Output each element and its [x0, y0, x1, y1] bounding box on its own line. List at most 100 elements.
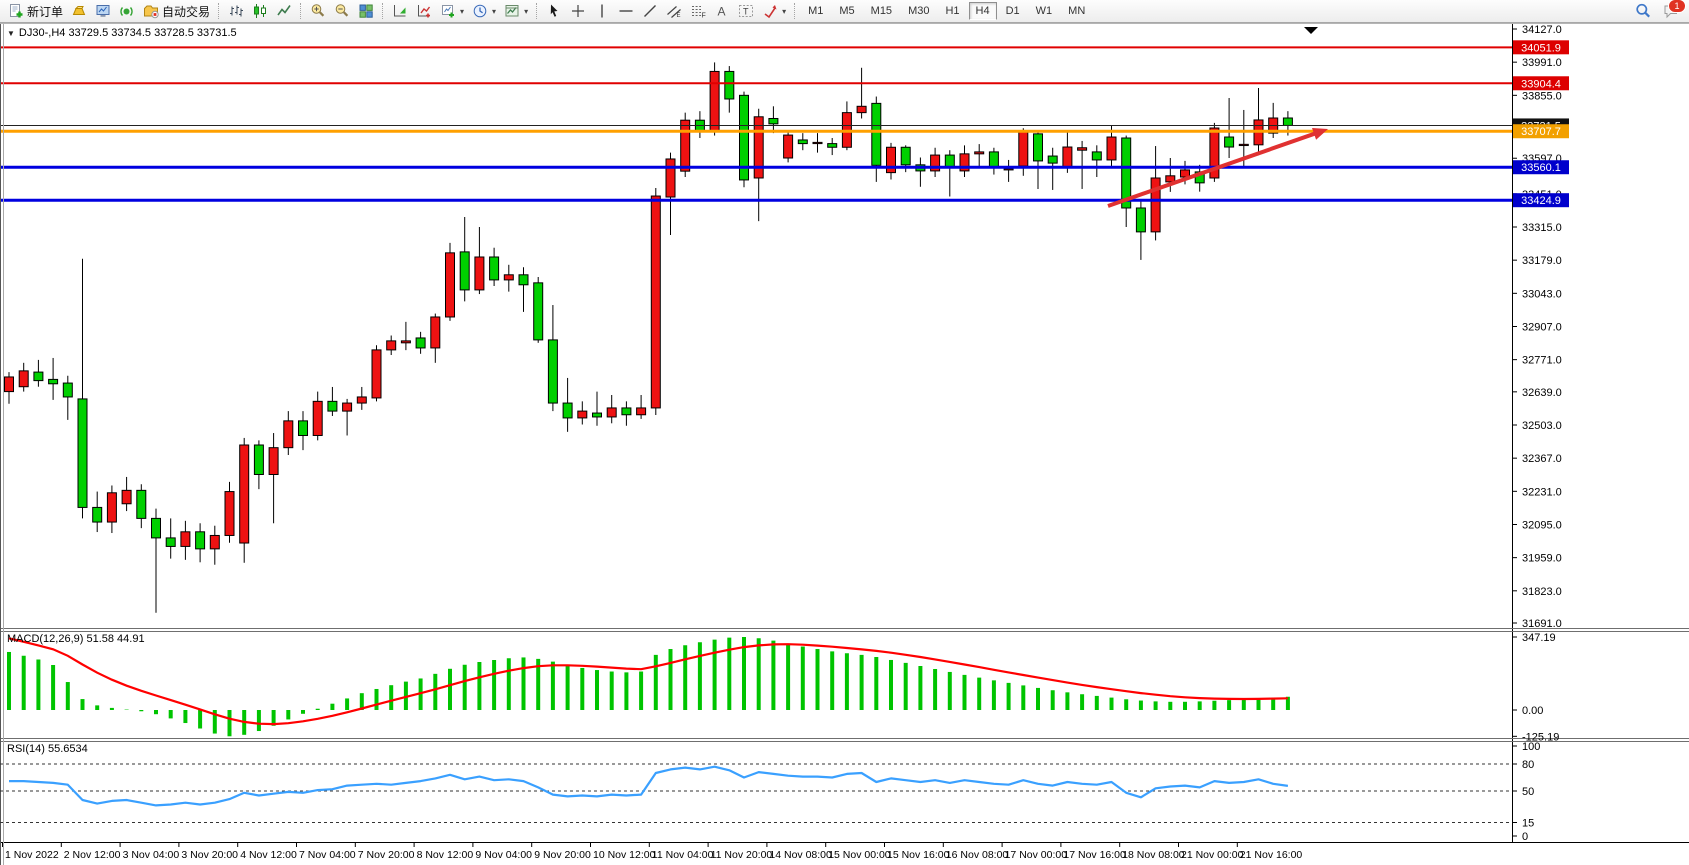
- rsi-line: [9, 765, 1289, 807]
- annotation-layer[interactable]: [1107, 128, 1328, 208]
- candle: [92, 506, 103, 523]
- time-axis-label: 21 Nov 00:00: [1181, 849, 1244, 861]
- svg-text:100: 100: [1522, 741, 1540, 753]
- timeframe-h1-button[interactable]: H1: [938, 2, 966, 20]
- new-chart-icon: [440, 3, 456, 19]
- candlestick-chart-button[interactable]: [248, 1, 272, 21]
- candlestick-chart-icon: [252, 3, 268, 19]
- text-label-button[interactable]: T: [734, 1, 758, 21]
- search-icon[interactable]: [1635, 3, 1651, 19]
- horizontal-line-icon: [618, 3, 634, 19]
- candle: [739, 94, 749, 181]
- time-axis-label: 2 Nov 12:00: [64, 849, 121, 861]
- candle: [783, 134, 794, 159]
- candle: [106, 492, 117, 523]
- zoom-out-button[interactable]: [330, 1, 354, 21]
- trend-line-button[interactable]: [638, 1, 662, 21]
- cursor-button[interactable]: [542, 1, 566, 21]
- periods-button[interactable]: ▾: [468, 1, 500, 21]
- cursor-icon: [546, 3, 562, 19]
- dropdown-caret-icon[interactable]: ▾: [524, 6, 529, 16]
- zoom-in-icon: [310, 3, 326, 19]
- candle: [445, 252, 455, 318]
- candle: [489, 256, 500, 281]
- candle: [974, 151, 985, 155]
- fibonacci-button[interactable]: F: [686, 1, 710, 21]
- market-watch-button[interactable]: [91, 1, 115, 21]
- toolbar-separator: [794, 3, 796, 19]
- macd-signal-line: [8, 637, 1288, 726]
- timeframe-w1-button[interactable]: W1: [1029, 2, 1060, 20]
- timeframe-m30-button[interactable]: M30: [901, 2, 936, 20]
- trend-line-icon: [642, 3, 658, 19]
- horizontal-line-button[interactable]: [614, 1, 638, 21]
- equidistant-channel-button[interactable]: E: [662, 1, 686, 21]
- text-button[interactable]: A: [710, 1, 734, 21]
- line-chart-button[interactable]: [272, 1, 296, 21]
- svg-text:33315.0: 33315.0: [1522, 222, 1562, 234]
- horizontal-lines-layer[interactable]: [0, 46, 1512, 202]
- arrows-button[interactable]: ▾: [758, 1, 790, 21]
- candle: [1121, 137, 1132, 209]
- timeframe-m15-button[interactable]: M15: [864, 2, 899, 20]
- candle: [1224, 136, 1235, 148]
- candle: [48, 378, 59, 385]
- svg-text:33855.0: 33855.0: [1522, 90, 1562, 102]
- candle: [621, 407, 632, 416]
- svg-text:31823.0: 31823.0: [1522, 586, 1562, 598]
- svg-text:33560.1: 33560.1: [1521, 162, 1561, 174]
- time-axis-label: 21 Nov 16:00: [1240, 849, 1303, 861]
- svg-text:-125.19: -125.19: [1522, 731, 1559, 743]
- indicators-icon: [392, 3, 408, 19]
- timeframe-mn-button[interactable]: MN: [1061, 2, 1092, 20]
- timeframe-m5-button[interactable]: M5: [832, 2, 861, 20]
- zoom-out-icon: [334, 3, 350, 19]
- time-axis-label: 10 Nov 12:00: [593, 849, 656, 861]
- svg-text:34127.0: 34127.0: [1522, 24, 1562, 36]
- chart-shift-marker[interactable]: [1304, 27, 1318, 34]
- dropdown-caret-icon[interactable]: ▾: [782, 6, 787, 16]
- timeframe-m1-button[interactable]: M1: [801, 2, 830, 20]
- candle: [1150, 177, 1161, 233]
- timeframe-d1-button[interactable]: D1: [999, 2, 1027, 20]
- candle: [459, 251, 470, 291]
- indicators-add-button[interactable]: [412, 1, 436, 21]
- candle: [1135, 207, 1146, 233]
- crosshair-button[interactable]: [566, 1, 590, 21]
- candle: [1047, 155, 1058, 164]
- candle: [62, 382, 73, 398]
- bar-chart-button[interactable]: [224, 1, 248, 21]
- dropdown-caret-icon[interactable]: ▾: [492, 6, 497, 16]
- dropdown-caret-icon[interactable]: ▾: [460, 6, 465, 16]
- tile-windows-button[interactable]: [354, 1, 378, 21]
- timeframe-h4-button[interactable]: H4: [968, 2, 997, 20]
- svg-text:0.00: 0.00: [1522, 705, 1543, 717]
- auto-trading-button[interactable]: 自动交易: [139, 1, 214, 21]
- candle: [1165, 175, 1176, 183]
- svg-text:33991.0: 33991.0: [1522, 57, 1562, 69]
- trend-arrow[interactable]: [1107, 130, 1320, 208]
- candle: [342, 402, 353, 412]
- candle: [33, 371, 44, 382]
- vertical-line-button[interactable]: [590, 1, 614, 21]
- svg-text:32095.0: 32095.0: [1522, 519, 1562, 531]
- new-order-button[interactable]: 新订单: [4, 1, 67, 21]
- mql-signal-button[interactable]: [115, 1, 139, 21]
- time-axis-label: 14 Nov 08:00: [769, 849, 832, 861]
- arrows-icon: [762, 3, 778, 19]
- notifications-button[interactable]: 1: [1663, 0, 1686, 19]
- chart-dropdown-icon[interactable]: ▼: [7, 28, 15, 38]
- templates-button[interactable]: ▾: [500, 1, 532, 21]
- new-chart-button[interactable]: ▾: [436, 1, 468, 21]
- gold-bar-button[interactable]: [67, 1, 91, 21]
- line-chart-icon: [276, 3, 292, 19]
- time-axis-label: 15 Nov 16:00: [887, 849, 950, 861]
- zoom-in-button[interactable]: [306, 1, 330, 21]
- axes-layer: 34127.033991.033855.033719.033597.033451…: [0, 23, 1689, 865]
- auto-trading-icon: [143, 3, 159, 19]
- candle: [533, 282, 544, 341]
- candle: [886, 146, 896, 174]
- indicators-button[interactable]: [388, 1, 412, 21]
